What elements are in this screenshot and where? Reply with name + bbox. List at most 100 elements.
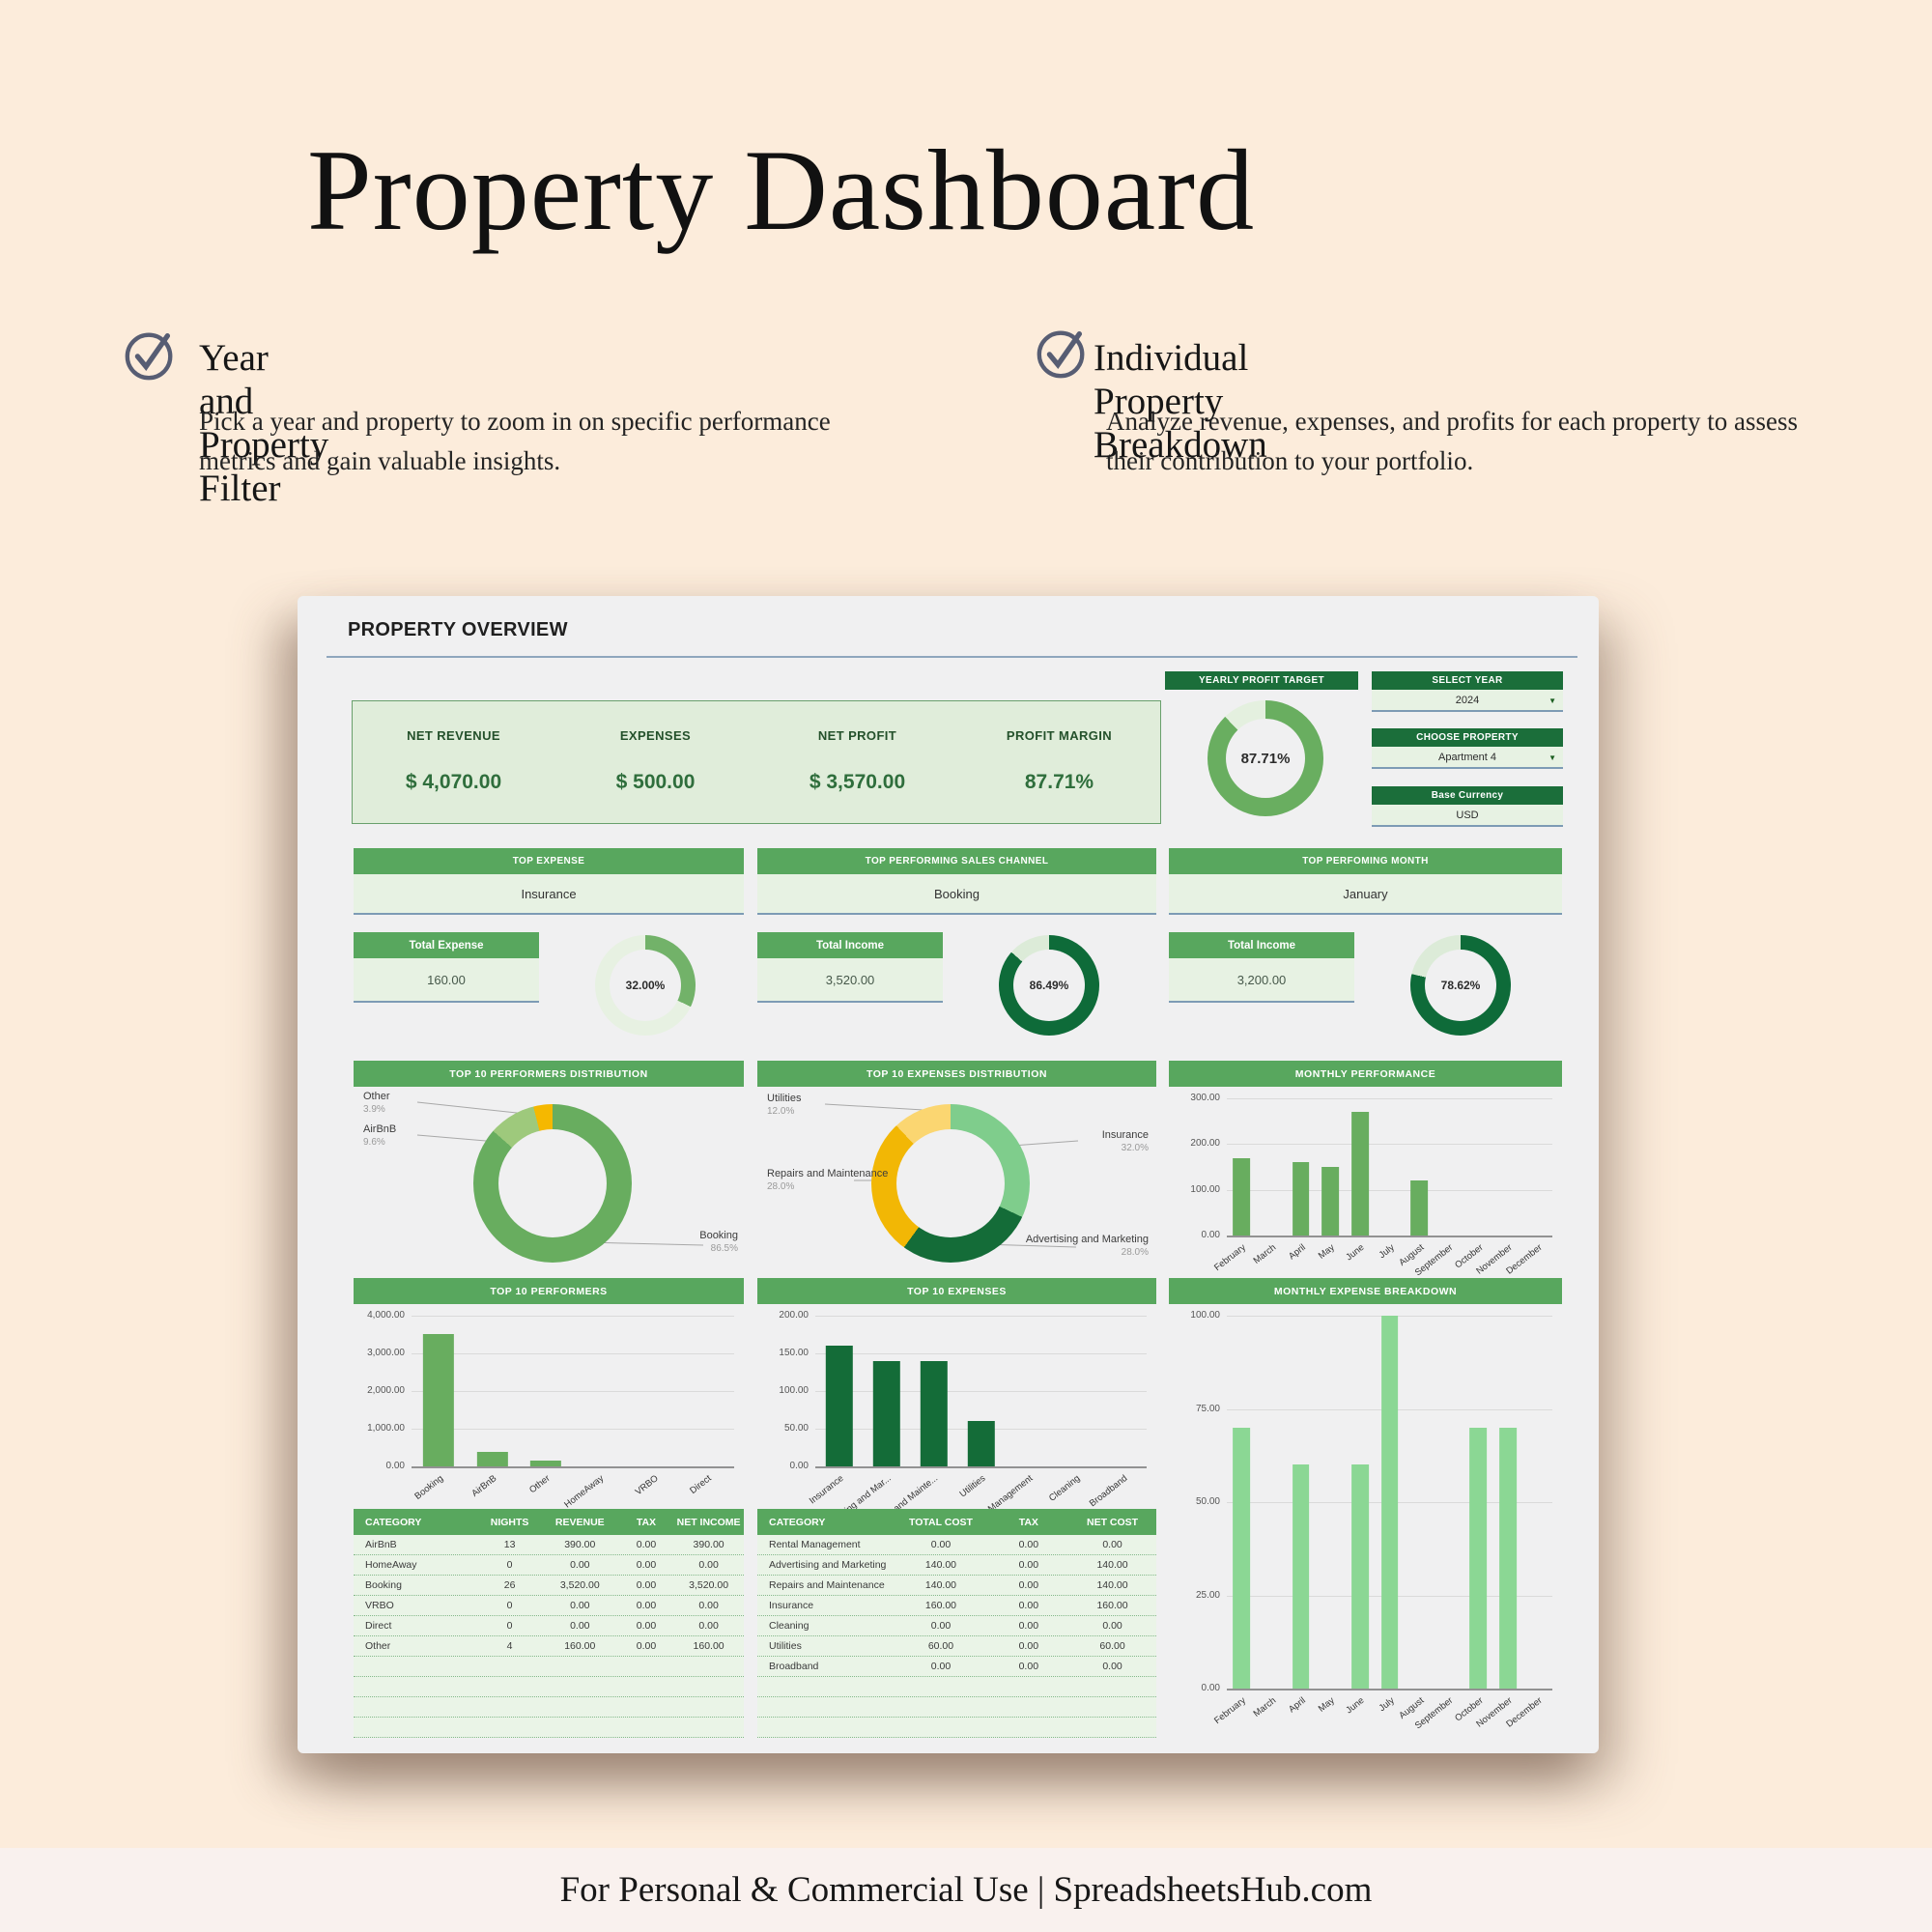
- cell-value: 0.00: [570, 1600, 590, 1611]
- table-row: Repairs and Maintenance 140.00 0.00 140.00: [757, 1576, 1156, 1596]
- kpi-label: EXPENSES: [619, 728, 692, 743]
- table-row: [757, 1677, 1156, 1697]
- cell-value: 0.00: [930, 1620, 952, 1632]
- filter-label: Base Currency: [1372, 786, 1563, 805]
- cell-value: 0.00: [1018, 1600, 1039, 1611]
- kpi-value: 87.71%: [1024, 771, 1094, 793]
- check-circle-icon: [125, 332, 173, 381]
- donut-value: 87.71%: [1240, 750, 1291, 767]
- x-label: May: [1317, 1242, 1338, 1262]
- column-header: REVENUE: [554, 1516, 605, 1528]
- y-tick-label: 50.00: [1195, 1496, 1220, 1507]
- table-row: [354, 1697, 744, 1718]
- dashboard-card: PROPERTY OVERVIEW NET REVENUE $ 4,070.00…: [298, 596, 1599, 1753]
- filter-label: SELECT YEAR: [1372, 671, 1563, 690]
- x-label: HomeAway: [562, 1473, 607, 1511]
- top-expense-header: TOP EXPENSE: [354, 848, 744, 874]
- table-row: [757, 1697, 1156, 1718]
- total-income-gauge-2: 78.62%: [1410, 935, 1511, 1036]
- bar-April: [1292, 1464, 1310, 1689]
- table-row: [354, 1677, 744, 1697]
- cell-value: 0: [506, 1620, 513, 1632]
- y-tick-label: 300.00: [1190, 1093, 1220, 1103]
- table-row: Utilities 60.00 0.00 60.00: [757, 1636, 1156, 1657]
- bar-July: [1380, 1316, 1399, 1689]
- cell-category: Other: [365, 1640, 391, 1652]
- column-header: NET INCOME: [676, 1516, 741, 1528]
- filter-choose-property: CHOOSE PROPERTY Apartment 4 ▼: [1372, 728, 1563, 769]
- filter-base-currency: Base Currency USD: [1372, 786, 1563, 827]
- dropdown-caret-icon[interactable]: ▼: [1548, 753, 1556, 762]
- y-tick-label: 0.00: [789, 1461, 809, 1471]
- table-row: Rental Management 0.00 0.00 0.00: [757, 1535, 1156, 1555]
- dropdown-caret-icon[interactable]: ▼: [1548, 696, 1556, 705]
- gridline: [412, 1353, 734, 1354]
- cell-value: 390.00: [693, 1539, 724, 1550]
- cell-value: 0.00: [698, 1620, 719, 1632]
- bar-June: [1350, 1112, 1369, 1236]
- bar-Utilities: [967, 1421, 995, 1466]
- expenses-table: CATEGORY TOTAL COST TAX NET COST Rental Man…: [757, 1509, 1156, 1738]
- monthly-performance-header: MONTHLY PERFORMANCE: [1169, 1061, 1562, 1087]
- y-tick-label: 3,000.00: [367, 1348, 405, 1358]
- cell-value: 0.00: [1102, 1539, 1122, 1550]
- gridline: [1227, 1144, 1552, 1146]
- performers-distribution-header: TOP 10 PERFORMERS DISTRIBUTION: [354, 1061, 744, 1087]
- y-tick-label: 200.00: [1190, 1138, 1220, 1150]
- table-row: [354, 1657, 744, 1677]
- table-row: Other 4 160.00 0.00 160.00: [354, 1636, 744, 1657]
- cell-value: 60.00: [1099, 1640, 1125, 1652]
- cell-category: HomeAway: [365, 1559, 417, 1571]
- bar-Insurance: [825, 1346, 853, 1466]
- select-year-dropdown[interactable]: 2024 ▼: [1372, 690, 1563, 712]
- cell-value: 13: [503, 1539, 516, 1550]
- top-sales-channel-header: TOP PERFORMING SALES CHANNEL: [757, 848, 1156, 874]
- kpi-label: PROFIT MARGIN: [1006, 728, 1113, 743]
- table-row: Insurance 160.00 0.00 160.00: [757, 1596, 1156, 1616]
- feature-title: Individual Property Breakdown: [1094, 337, 1267, 466]
- cell-value: 0.00: [1018, 1539, 1039, 1550]
- cell-value: 60.00: [927, 1640, 954, 1652]
- x-label: June: [1344, 1695, 1367, 1717]
- table-row: Advertising and Marketing 140.00 0.00 140.0…: [757, 1555, 1156, 1576]
- plot-area: February March April May June July August Septe…: [1190, 1310, 1552, 1731]
- cell-value: 0.00: [1018, 1640, 1039, 1652]
- footer-text: For Personal & Commercial Use | Spreadsh…: [559, 1870, 1373, 1910]
- table-row: [354, 1718, 744, 1738]
- x-axis-labels: Booking AirBnB Other HomeAway VRBO Direct: [412, 1466, 734, 1511]
- x-label: Booking: [412, 1473, 445, 1502]
- kpi-value: $ 500.00: [615, 771, 696, 793]
- cell-value: 0.00: [1018, 1620, 1039, 1632]
- bar-February: [1233, 1157, 1251, 1236]
- donut-value: 78.62%: [1440, 979, 1481, 992]
- cell-category: Repairs and Maintenance: [769, 1579, 885, 1591]
- cell-value: 0.00: [636, 1579, 657, 1591]
- cell-value: 140.00: [924, 1559, 957, 1571]
- donut-hole: [896, 1129, 1005, 1237]
- cell-value: 160.00: [564, 1640, 596, 1652]
- donut-hole: [1013, 950, 1085, 1021]
- cell-value: 4: [506, 1640, 513, 1652]
- column-header: NET COST: [1086, 1516, 1139, 1528]
- cell-value: 0.00: [930, 1661, 952, 1672]
- choose-property-dropdown[interactable]: Apartment 4 ▼: [1372, 747, 1563, 769]
- cell-value: 0.00: [570, 1620, 590, 1632]
- top-performers-header: TOP 10 PERFORMERS: [354, 1278, 744, 1304]
- filter-value: Apartment 4: [1438, 751, 1496, 763]
- cell-value: 0: [506, 1600, 513, 1611]
- filter-value: USD: [1456, 809, 1479, 821]
- x-label: Broadband: [1087, 1473, 1130, 1510]
- x-label: April: [1286, 1242, 1308, 1263]
- annotation-booking: Booking 86.5%: [699, 1230, 738, 1254]
- x-label: February: [1212, 1695, 1249, 1727]
- table-row: AirBnB 13 390.00 0.00 390.00: [354, 1535, 744, 1555]
- cell-value: 0.00: [636, 1640, 657, 1652]
- column-header: TOTAL COST: [909, 1516, 973, 1528]
- divider: [327, 656, 1577, 658]
- y-tick-label: 150.00: [779, 1348, 809, 1358]
- cell-category: Advertising and Marketing: [769, 1559, 887, 1571]
- donut-hole: [1425, 950, 1496, 1021]
- x-label: Cleaning: [1046, 1473, 1083, 1504]
- column-header: CATEGORY: [769, 1516, 826, 1528]
